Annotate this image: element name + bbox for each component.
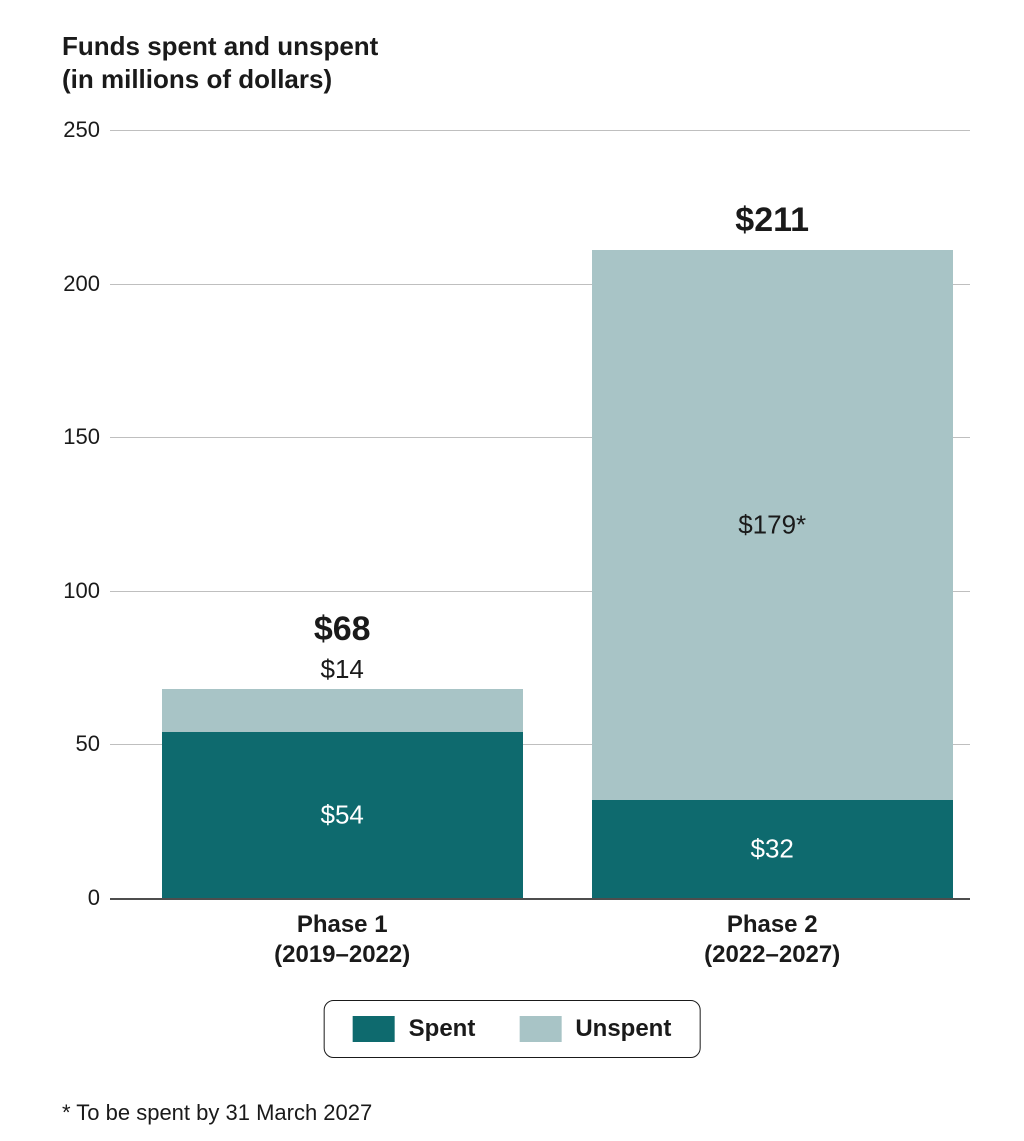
gridline (110, 898, 970, 900)
y-tick-label: 200 (50, 271, 100, 297)
gridline (110, 130, 970, 131)
y-tick-label: 50 (50, 731, 100, 757)
segment-label: $32 (592, 833, 953, 864)
y-tick-label: 150 (50, 424, 100, 450)
bar-segment-spent: $54 (162, 732, 523, 898)
bar-segment-unspent: $179* (592, 250, 953, 800)
legend-swatch (353, 1016, 395, 1042)
plot-area: 050100150200250$54$14$68Phase 1 (2019–20… (110, 130, 970, 898)
bar-segment-unspent (162, 689, 523, 732)
y-tick-label: 250 (50, 117, 100, 143)
legend: Spent Unspent (324, 1000, 701, 1058)
legend-label: Spent (409, 1015, 476, 1043)
segment-label: $54 (162, 800, 523, 831)
legend-swatch (519, 1016, 561, 1042)
legend-item-unspent: Unspent (519, 1015, 671, 1043)
segment-label: $14 (162, 654, 523, 685)
chart-container: Funds spent and unspent (in millions of … (0, 0, 1024, 1141)
segment-label: $179* (592, 509, 953, 540)
legend-item-spent: Spent (353, 1015, 476, 1043)
x-category-label: Phase 1 (2019–2022) (162, 910, 523, 970)
bar-segment-spent: $32 (592, 800, 953, 898)
y-tick-label: 100 (50, 578, 100, 604)
footnote: * To be spent by 31 March 2027 (62, 1100, 372, 1126)
bar-total-label: $211 (592, 201, 953, 240)
legend-label: Unspent (575, 1015, 671, 1043)
y-tick-label: 0 (50, 885, 100, 911)
chart-title: Funds spent and unspent (in millions of … (62, 30, 378, 95)
bar-total-label: $68 (162, 610, 523, 649)
x-category-label: Phase 2 (2022–2027) (592, 910, 953, 970)
